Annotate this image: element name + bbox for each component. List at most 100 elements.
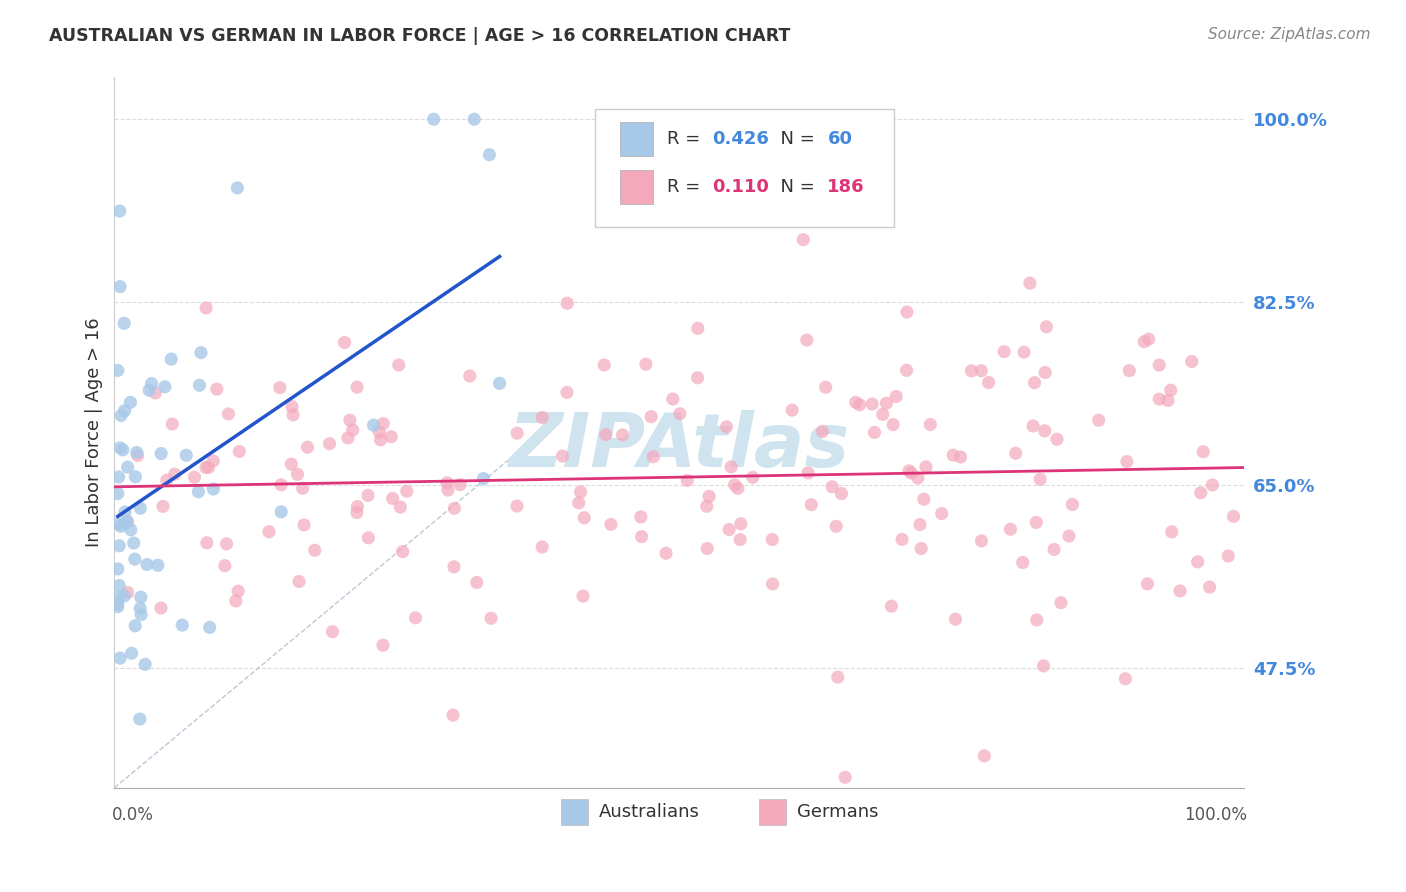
Point — [124, 552, 146, 566]
Point — [463, 112, 485, 127]
Point — [153, 380, 176, 394]
Point — [124, 469, 146, 483]
Point — [1062, 498, 1084, 512]
Point — [669, 407, 692, 421]
Point — [970, 533, 993, 548]
Point — [912, 492, 935, 507]
Point — [574, 510, 596, 524]
Point — [1189, 486, 1212, 500]
Point — [1032, 659, 1054, 673]
Y-axis label: In Labor Force | Age > 16: In Labor Force | Age > 16 — [86, 318, 103, 548]
Point — [728, 533, 751, 547]
Point — [792, 233, 814, 247]
Point — [1033, 366, 1056, 380]
Point — [655, 546, 678, 560]
Point — [915, 459, 938, 474]
Point — [441, 708, 464, 723]
Point — [880, 599, 903, 614]
Point — [697, 489, 720, 503]
Point — [141, 376, 163, 391]
Point — [973, 748, 995, 763]
Point — [845, 395, 868, 409]
Point — [718, 523, 741, 537]
Point — [472, 472, 495, 486]
Point — [834, 770, 856, 784]
Point — [724, 478, 747, 492]
Point — [107, 562, 129, 576]
Point — [488, 376, 510, 391]
Point — [568, 496, 591, 510]
Point — [187, 484, 209, 499]
Point — [1046, 432, 1069, 446]
Point — [357, 531, 380, 545]
Point — [111, 442, 134, 457]
Point — [156, 473, 179, 487]
Point — [506, 426, 529, 441]
Point — [696, 500, 718, 514]
Point — [195, 301, 218, 315]
Point — [634, 357, 657, 371]
Point — [110, 519, 132, 533]
Text: 60: 60 — [828, 129, 852, 147]
Point — [214, 558, 236, 573]
Point — [108, 279, 131, 293]
Point — [288, 574, 311, 589]
Point — [572, 589, 595, 603]
Point — [110, 409, 132, 423]
Point — [686, 370, 709, 384]
Point — [1157, 393, 1180, 408]
Point — [389, 500, 412, 514]
Point — [884, 390, 907, 404]
Point — [1035, 319, 1057, 334]
Point — [122, 536, 145, 550]
Point — [1118, 364, 1140, 378]
Text: Australians: Australians — [599, 803, 700, 821]
Point — [437, 483, 460, 497]
Point — [124, 619, 146, 633]
Point — [112, 316, 135, 330]
Point — [422, 112, 444, 127]
Point — [270, 477, 292, 491]
Point — [1201, 478, 1223, 492]
Point — [381, 491, 404, 506]
Point — [612, 428, 634, 442]
Point — [891, 533, 914, 547]
Point — [872, 408, 894, 422]
Point — [900, 466, 922, 480]
Point — [696, 541, 718, 556]
Point — [595, 427, 617, 442]
Point — [630, 510, 652, 524]
Point — [202, 454, 225, 468]
Point — [730, 516, 752, 531]
Point — [945, 612, 967, 626]
Text: Germans: Germans — [797, 803, 879, 821]
Point — [1000, 522, 1022, 536]
Point — [1116, 455, 1139, 469]
Point — [569, 484, 592, 499]
Point — [814, 380, 837, 394]
Point — [465, 575, 488, 590]
Point — [942, 448, 965, 462]
Text: R =: R = — [666, 178, 711, 196]
Point — [1022, 419, 1045, 434]
Point — [811, 425, 834, 439]
Point — [395, 484, 418, 499]
Point — [107, 470, 129, 484]
Point — [194, 460, 217, 475]
Point — [1050, 596, 1073, 610]
Point — [848, 398, 870, 412]
Point — [215, 537, 238, 551]
Point — [443, 559, 465, 574]
Point — [136, 558, 159, 572]
Point — [197, 460, 219, 475]
Point — [108, 441, 131, 455]
Point — [270, 505, 292, 519]
Point — [373, 417, 395, 431]
Point — [910, 541, 932, 556]
Point — [643, 450, 665, 464]
FancyBboxPatch shape — [758, 799, 786, 825]
Point — [150, 446, 173, 460]
Point — [162, 417, 184, 431]
Point — [391, 544, 413, 558]
Point — [1147, 358, 1170, 372]
